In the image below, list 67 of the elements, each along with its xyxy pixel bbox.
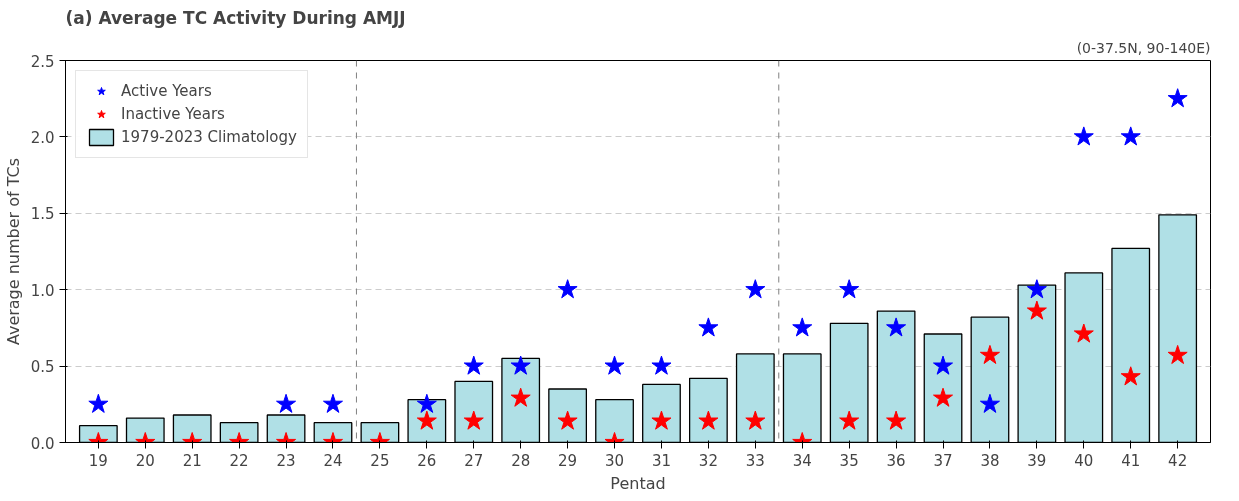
x-tick-label: 27 — [464, 451, 484, 470]
point — [322, 393, 343, 413]
point — [276, 393, 297, 413]
point — [745, 410, 766, 430]
x-tick-label: 26 — [417, 451, 437, 470]
x-tick-label: 30 — [604, 451, 625, 470]
point — [416, 393, 437, 413]
y-tick-label: 0.0 — [30, 434, 55, 453]
x-tick-label: 42 — [1168, 451, 1188, 470]
point — [745, 279, 766, 299]
point — [1167, 88, 1188, 108]
x-tick-label: 35 — [839, 451, 859, 470]
point — [88, 393, 109, 413]
x-tick-label: 34 — [792, 451, 812, 470]
x-tick-label: 23 — [276, 451, 296, 470]
point — [1167, 344, 1188, 364]
point — [979, 393, 1000, 413]
x-tick-label: 21 — [182, 451, 202, 470]
x-tick-label: 36 — [886, 451, 906, 470]
chart-title: (a) Average TC Activity During AMJJ — [65, 7, 406, 28]
point — [651, 355, 672, 375]
point — [839, 410, 860, 430]
y-tick-label: 2.5 — [30, 52, 55, 71]
y-tick-label: 1.5 — [30, 205, 55, 224]
point — [933, 355, 954, 375]
point — [933, 387, 954, 407]
x-tick-label: 40 — [1074, 451, 1094, 470]
x-tick-label: 32 — [698, 451, 718, 470]
x-tick-label: 37 — [933, 451, 953, 470]
point — [463, 355, 484, 375]
x-tick-label: 22 — [229, 451, 249, 470]
point — [698, 317, 719, 337]
x-axis-title: Pentad — [610, 473, 666, 493]
x-tick-label: 29 — [558, 451, 578, 470]
point — [886, 317, 907, 337]
legend-label: 1979-2023 Climatology — [121, 128, 297, 146]
point — [979, 344, 1000, 364]
point — [1026, 279, 1047, 299]
y-tick-label: 0.5 — [30, 358, 55, 377]
point — [510, 387, 531, 407]
chart-subtitle: (0-37.5N, 90-140E) — [1076, 39, 1211, 56]
legend-label: Inactive Years — [121, 105, 225, 123]
x-tick-label: 39 — [1027, 451, 1047, 470]
x-tick-label: 31 — [651, 451, 672, 470]
legend-label: Active Years — [121, 82, 212, 100]
point — [1120, 366, 1141, 386]
point — [1026, 300, 1047, 320]
y-tick-label: 2.0 — [30, 128, 55, 147]
x-tick-label: 41 — [1121, 451, 1141, 470]
point — [792, 317, 813, 337]
point — [1073, 323, 1094, 343]
point — [1120, 126, 1141, 146]
point — [1073, 126, 1094, 146]
point — [886, 410, 907, 430]
x-tick-label: 20 — [135, 451, 155, 470]
x-tick-label: 28 — [511, 451, 531, 470]
x-tick-label: 38 — [980, 451, 1000, 470]
point — [839, 279, 860, 299]
y-axis-title: Average number of TCs — [3, 157, 23, 346]
x-tick-label: 33 — [745, 451, 765, 470]
point — [510, 355, 531, 375]
point — [604, 355, 625, 375]
x-tick-label: 25 — [370, 451, 390, 470]
y-tick-label: 1.0 — [30, 281, 55, 300]
x-tick-label: 24 — [323, 451, 343, 470]
x-tick-label: 19 — [88, 451, 108, 470]
point — [557, 279, 578, 299]
